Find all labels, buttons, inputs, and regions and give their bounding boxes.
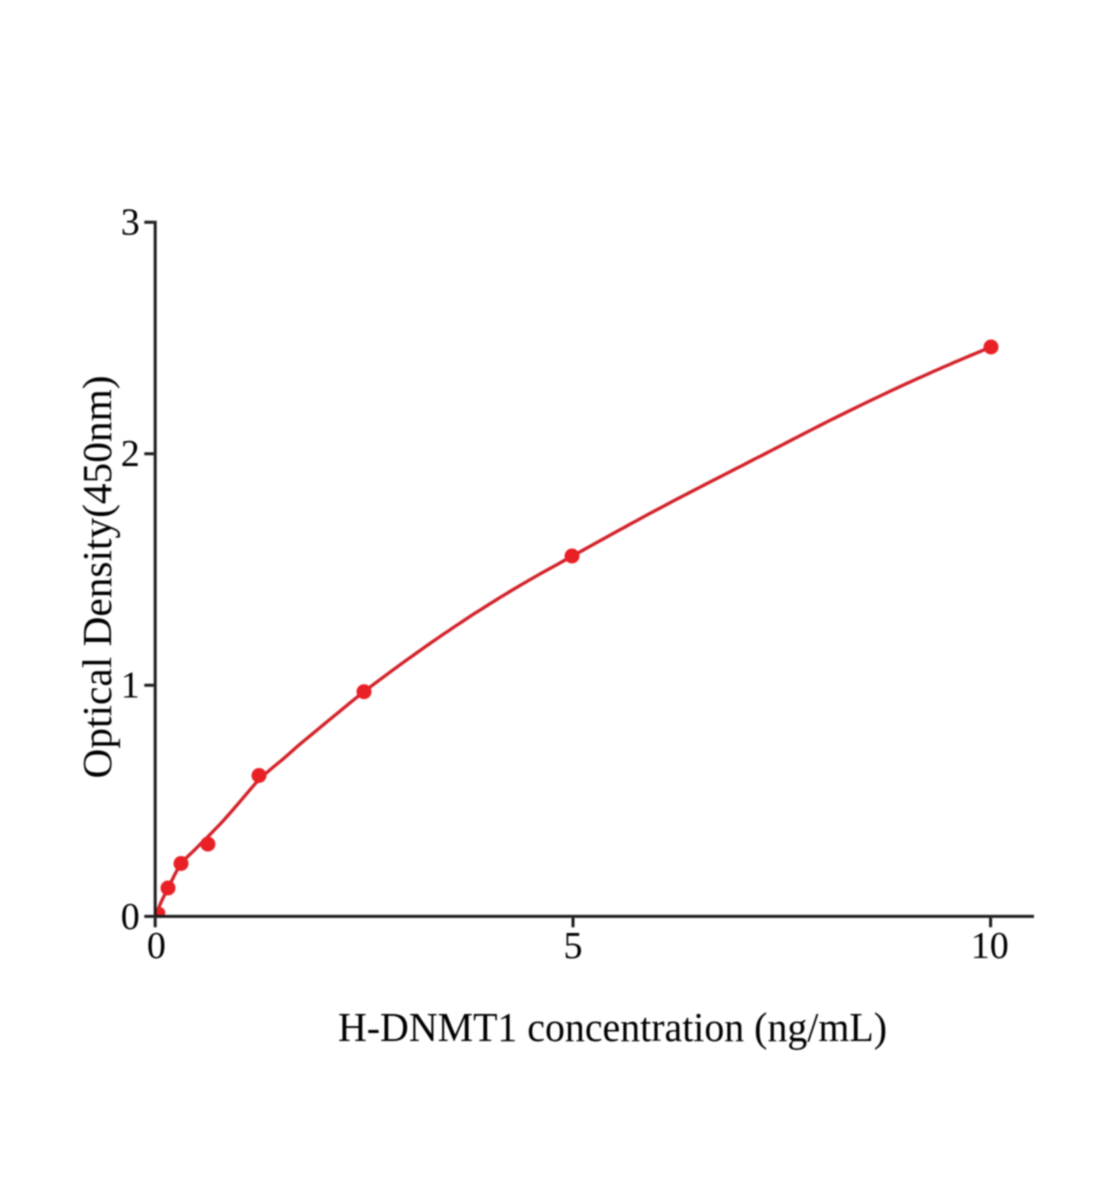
svg-text:0: 0 [147,925,166,967]
svg-text:0: 0 [121,896,140,938]
svg-text:2: 2 [121,433,140,475]
svg-text:5: 5 [564,925,583,967]
svg-text:1: 1 [121,665,140,707]
svg-text:10: 10 [971,925,1009,967]
svg-text:H-DNMT1 concentration (ng/mL): H-DNMT1 concentration (ng/mL) [338,1004,887,1050]
svg-text:Optical Density(450nm): Optical Density(450nm) [74,376,120,779]
svg-text:3: 3 [121,202,140,244]
